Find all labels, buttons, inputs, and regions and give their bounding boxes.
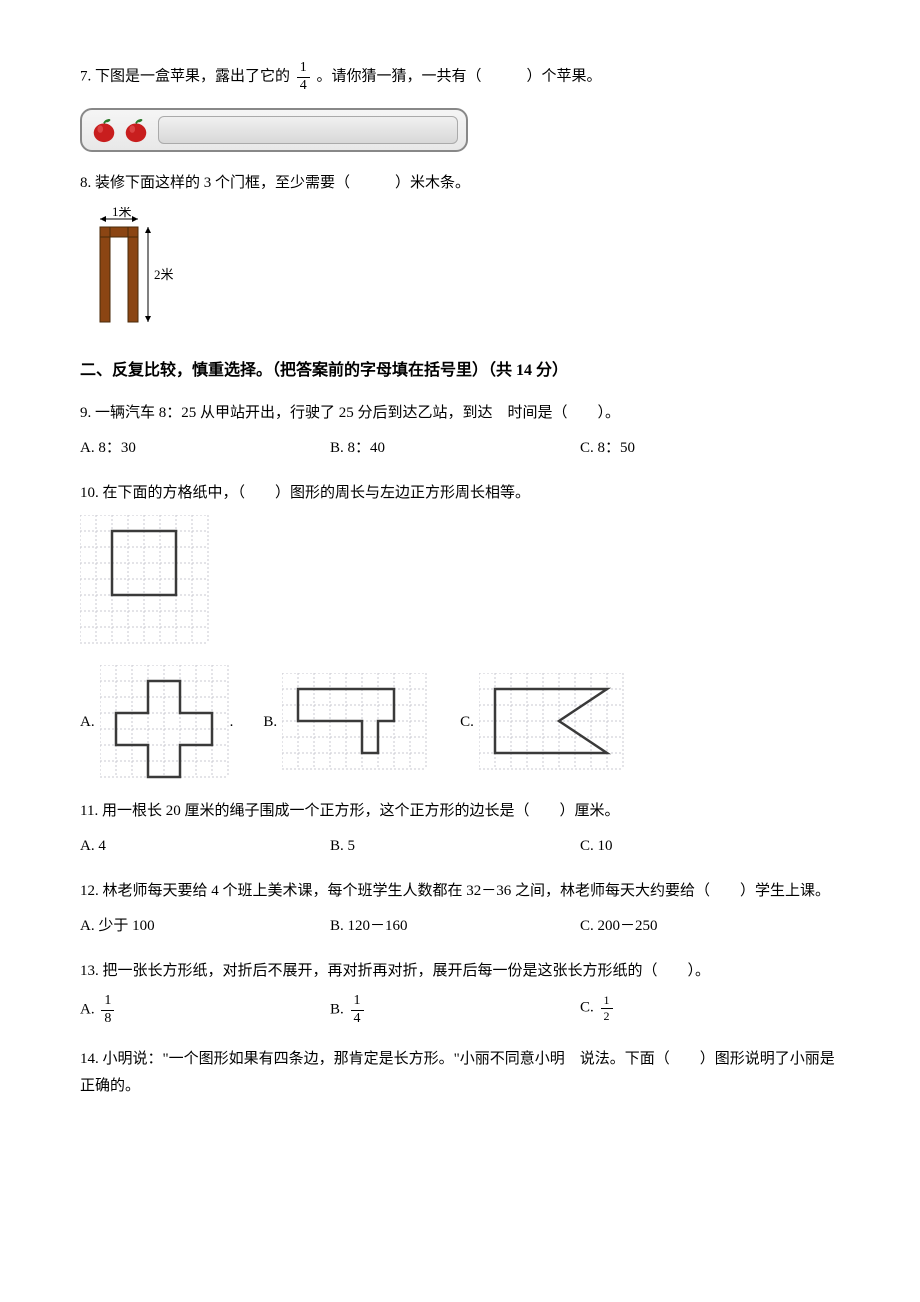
q13-a-fraction: 1 8 [101,993,114,1028]
question-13-text: 13. 把一张长方形纸，对折后不展开，再对折再对折，展开后每一份是这张长方形纸的… [80,958,840,985]
q11-text: 用一根长 20 厘米的绳子围成一个正方形，这个正方形的边长是（ ）厘米。 [102,803,620,819]
q14-text: 小明说："一个图形如果有四条边，那肯定是长方形。"小丽不同意小明 说法。下面（ … [80,1051,835,1094]
section-2-header: 二、反复比较，慎重选择。（把答案前的字母填在括号里）（共 14 分） [80,357,840,386]
q13-c-num: 1 [601,993,613,1008]
q10-text: 在下面的方格纸中，（ ）图形的周长与左边正方形周长相等。 [103,485,531,501]
q12-text: 林老师每天要给 4 个班上美术课，每个班学生人数都在 32－36 之间，林老师每… [103,883,831,899]
q13-a-label: A. [80,1002,95,1018]
q9-options: A. 8：30 B. 8：40 C. 8：50 [80,435,840,462]
q7-num: 7. [80,69,91,85]
apple-box [80,108,468,152]
q13-c-label: C. [580,1000,594,1016]
q13-option-a: A. 1 8 [80,993,330,1028]
q13-text: 把一张长方形纸，对折后不展开，再对折再对折，展开后每一份是这张长方形纸的（ ）。 [103,963,711,979]
q10-num: 10. [80,485,99,501]
q12-num: 12. [80,883,99,899]
q13-options: A. 1 8 B. 1 4 C. 1 2 [80,993,840,1028]
q11-options: A. 4 B. 5 C. 10 [80,833,840,860]
q9-option-c: C. 8：50 [580,435,780,462]
q7-before: 下图是一盒苹果，露出了它的 [95,69,290,85]
q12-options: A. 少于 100 B. 120－160 C. 200－250 [80,913,840,940]
door-frame-diagram: 1米 2米 [90,207,840,337]
q8-text: 装修下面这样的 3 个门框，至少需要（ ）米木条。 [95,175,470,191]
question-9-text: 9. 一辆汽车 8：25 从甲站开出，行驶了 25 分后到达乙站，到达 时间是（… [80,400,840,427]
apple-icon [90,116,118,144]
question-12: 12. 林老师每天要给 4 个班上美术课，每个班学生人数都在 32－36 之间，… [80,878,840,940]
q10-opt-b-label: B. [263,709,277,736]
height-label: 2米 [154,267,174,282]
question-10-text: 10. 在下面的方格纸中，（ ）图形的周长与左边正方形周长相等。 [80,480,840,507]
apple-cover [158,116,458,144]
q13-b-num: 1 [351,993,364,1011]
apple-icon [122,116,150,144]
q13-a-den: 8 [101,1011,114,1028]
q9-text: 一辆汽车 8：25 从甲站开出，行驶了 25 分后到达乙站，到达 时间是（ ）。 [95,405,620,421]
q13-b-label: B. [330,1002,344,1018]
q12-option-a: A. 少于 100 [80,913,330,940]
q13-a-num: 1 [101,993,114,1011]
q10-reference-grid [80,515,840,655]
q9-num: 9. [80,405,91,421]
q13-c-den: 2 [601,1009,613,1023]
q11-option-a: A. 4 [80,833,330,860]
q13-b-den: 4 [351,1011,364,1028]
question-11: 11. 用一根长 20 厘米的绳子围成一个正方形，这个正方形的边长是（ ）厘米。… [80,798,840,860]
period: . [230,709,234,736]
q13-c-fraction: 1 2 [601,993,613,1023]
q10-opt-a-label: A. [80,709,95,736]
width-label: 1米 [112,207,132,219]
q11-option-b: B. 5 [330,833,580,860]
q13-num: 13. [80,963,99,979]
q13-b-fraction: 1 4 [351,993,364,1028]
q10-opt-c-label: C. [460,709,474,736]
question-8-text: 8. 装修下面这样的 3 个门框，至少需要（ ）米木条。 [80,170,840,197]
q9-option-a: A. 8：30 [80,435,330,462]
q8-num: 8. [80,175,91,191]
q12-option-b: B. 120－160 [330,913,580,940]
q10-option-b: B. [263,673,430,773]
q13-option-c: C. 1 2 [580,993,780,1028]
question-14: 14. 小明说："一个图形如果有四条边，那肯定是长方形。"小丽不同意小明 说法。… [80,1046,840,1100]
question-11-text: 11. 用一根长 20 厘米的绳子围成一个正方形，这个正方形的边长是（ ）厘米。 [80,798,840,825]
question-12-text: 12. 林老师每天要给 4 个班上美术课，每个班学生人数都在 32－36 之间，… [80,878,840,905]
q7-frac-den: 4 [297,78,310,95]
q10-option-a: A. . [80,665,233,780]
q11-option-c: C. 10 [580,833,780,860]
q13-option-b: B. 1 4 [330,993,580,1028]
q11-num: 11. [80,803,98,819]
question-8: 8. 装修下面这样的 3 个门框，至少需要（ ）米木条。 1米 2米 [80,170,840,337]
q10-option-c: C. [460,673,627,773]
question-10: 10. 在下面的方格纸中，（ ）图形的周长与左边正方形周长相等。 A. [80,480,840,780]
q7-fraction: 1 4 [297,60,310,95]
question-14-text: 14. 小明说："一个图形如果有四条边，那肯定是长方形。"小丽不同意小明 说法。… [80,1046,840,1100]
q7-after: 。请你猜一猜，一共有（ ）个苹果。 [317,69,602,85]
q9-option-b: B. 8：40 [330,435,580,462]
q12-option-c: C. 200－250 [580,913,780,940]
question-7: 7. 下图是一盒苹果，露出了它的 1 4 。请你猜一猜，一共有（ ）个苹果。 [80,60,840,152]
question-9: 9. 一辆汽车 8：25 从甲站开出，行驶了 25 分后到达乙站，到达 时间是（… [80,400,840,462]
q7-frac-num: 1 [297,60,310,78]
question-7-text: 7. 下图是一盒苹果，露出了它的 1 4 。请你猜一猜，一共有（ ）个苹果。 [80,60,840,95]
q14-num: 14. [80,1051,99,1067]
question-13: 13. 把一张长方形纸，对折后不展开，再对折再对折，展开后每一份是这张长方形纸的… [80,958,840,1028]
q10-options: A. . B. [80,665,840,780]
